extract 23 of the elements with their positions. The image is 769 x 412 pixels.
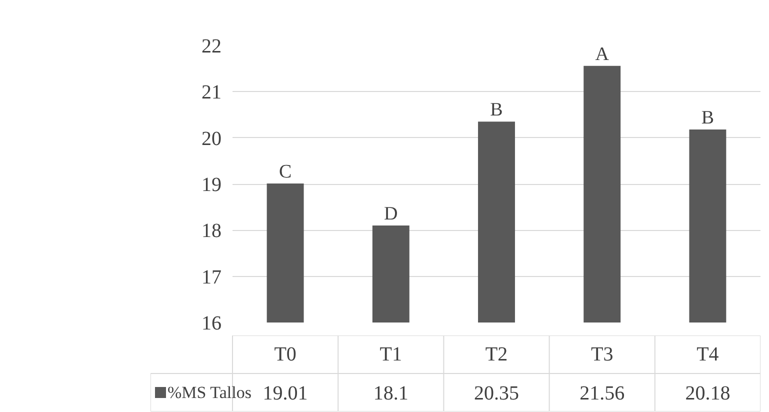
data-label: 20.18 — [685, 382, 730, 404]
y-tick-label: 20 — [202, 128, 222, 150]
data-label: 21.56 — [580, 382, 625, 404]
y-tick-label: 16 — [202, 312, 222, 334]
annotation: A — [595, 44, 610, 65]
y-tick-label: 19 — [202, 174, 222, 196]
x-tick-label: T1 — [380, 344, 402, 366]
x-tick-label: T2 — [485, 344, 508, 366]
x-tick-label: T4 — [696, 344, 719, 366]
y-tick-label: 22 — [202, 36, 222, 58]
y-tick-label: 17 — [202, 266, 222, 288]
x-tick-label: T0 — [274, 344, 296, 366]
y-tick-label: 18 — [202, 220, 222, 242]
annotation: D — [384, 204, 398, 225]
legend-label: %MS Tallos — [168, 383, 252, 402]
y-tick-label: 21 — [202, 82, 222, 104]
x-tick-label: T3 — [590, 344, 614, 366]
data-label: 20.35 — [474, 382, 519, 404]
annotation: B — [490, 100, 503, 121]
annotation: C — [278, 162, 292, 183]
annotation: B — [701, 108, 714, 129]
data-label: 18.1 — [373, 382, 408, 404]
data-label: 19.01 — [262, 382, 308, 404]
